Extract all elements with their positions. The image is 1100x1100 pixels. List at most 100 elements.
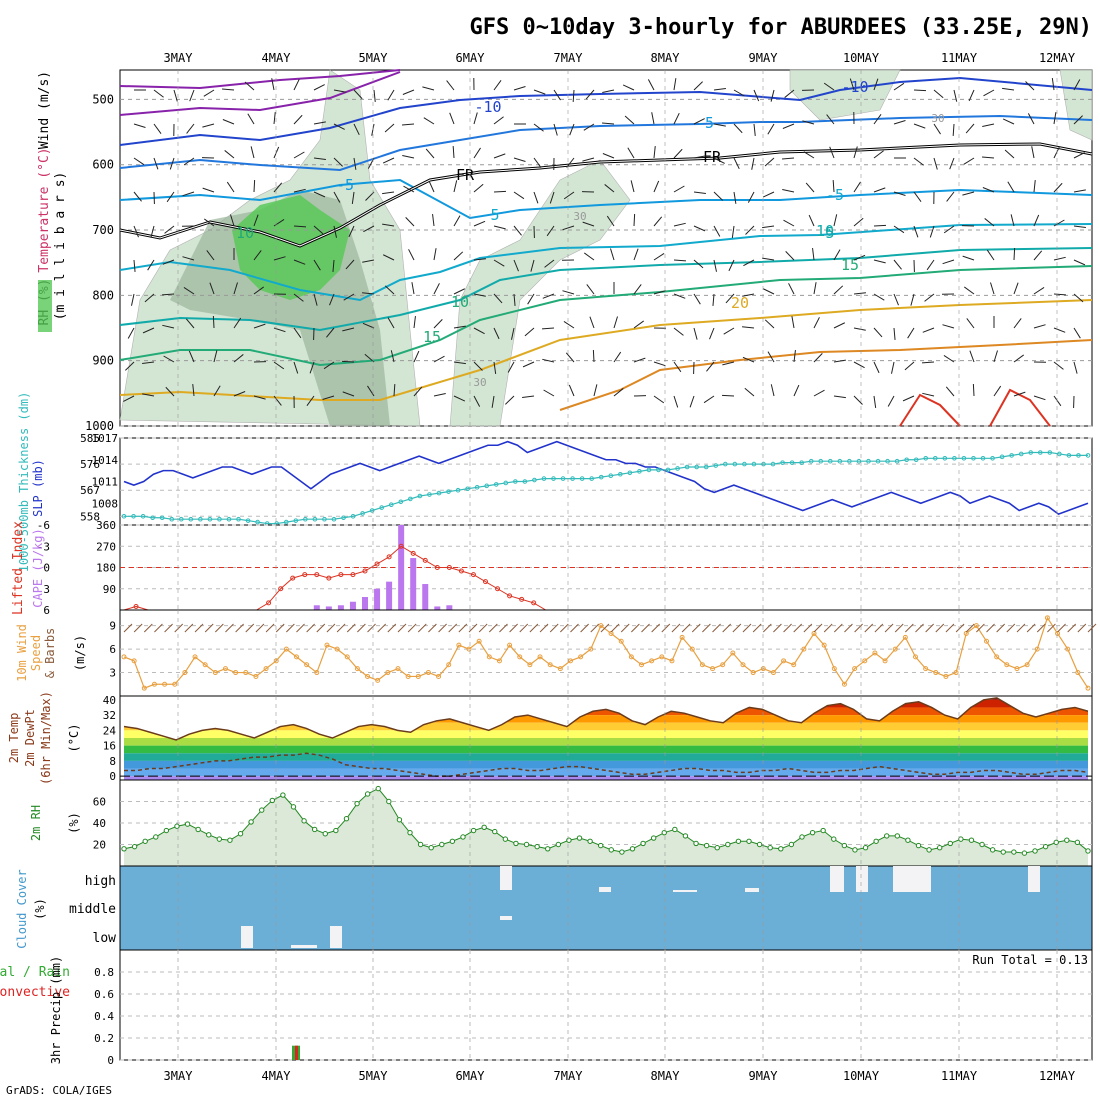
freezing-line-inner	[119, 143, 1093, 247]
wind-barb	[413, 316, 416, 329]
thickness-point	[178, 516, 184, 522]
wind-barb	[153, 157, 159, 170]
temp-band	[124, 738, 1088, 746]
thickness-point	[188, 516, 194, 522]
thickness-point	[159, 515, 165, 521]
wind-barb	[762, 191, 775, 198]
thickness-point	[847, 458, 852, 464]
wind-barb	[333, 123, 345, 130]
wind-barb	[706, 361, 715, 372]
wind-barb	[493, 259, 505, 267]
rh2m-tick: 20	[93, 839, 106, 852]
wind-barb	[1053, 361, 1064, 370]
wind-barb	[946, 191, 955, 202]
wind-barb	[253, 179, 256, 193]
wind-barb	[154, 623, 163, 633]
rh2m-point	[417, 841, 424, 848]
wind-barb	[844, 623, 853, 633]
wind-barb	[509, 623, 518, 633]
wind-barb	[343, 293, 355, 301]
rh2m-tick: 60	[93, 796, 106, 809]
wind-barb	[907, 327, 915, 339]
wind-barb	[873, 150, 884, 159]
rh2m-point	[608, 847, 614, 853]
wind-barb	[1073, 361, 1078, 374]
thickness-point	[427, 492, 432, 497]
wind-barb	[613, 351, 622, 363]
rh2m-point	[884, 833, 890, 839]
wind-barb	[590, 623, 600, 633]
wind-barb	[377, 623, 387, 633]
wind-point	[801, 646, 807, 652]
contour-label: 10	[816, 222, 834, 240]
wind-barb	[162, 324, 175, 329]
precip-units: 3hr Precip (mm)	[49, 956, 63, 1064]
wind-barb	[592, 349, 595, 363]
rh2m-point	[788, 841, 795, 848]
temp-band	[124, 715, 1088, 723]
wind-barb	[333, 89, 346, 93]
cape-bar	[374, 588, 381, 610]
wind-barb	[713, 123, 726, 127]
thickness-point	[283, 519, 289, 525]
rh2m-point	[1011, 849, 1017, 855]
li-point	[507, 593, 513, 599]
wind-barb	[513, 191, 525, 200]
wind-barb	[1053, 219, 1065, 227]
wind-barb	[405, 217, 415, 227]
wind-barb	[273, 146, 280, 159]
wind-point	[781, 658, 787, 664]
wind-barb	[326, 327, 335, 338]
wind-barb	[387, 89, 395, 101]
wind-barb	[224, 150, 235, 159]
wind-barb	[853, 254, 866, 261]
wind-barb	[583, 252, 595, 261]
wind-barb	[313, 259, 321, 271]
wind-barb	[853, 395, 863, 405]
wind-barb	[402, 89, 415, 95]
contour-label: FR	[703, 148, 722, 166]
wind-point	[425, 670, 431, 676]
rh2m-point	[195, 826, 201, 833]
thickness-point	[799, 460, 804, 465]
thickness-point	[856, 458, 862, 464]
li-point	[290, 575, 296, 581]
thickness-point	[417, 493, 423, 499]
wind-barb	[313, 157, 326, 160]
rh2m-point	[778, 846, 784, 852]
wind-point	[994, 654, 1000, 660]
wind-point	[334, 646, 340, 652]
temperature-contour	[119, 265, 1093, 367]
wind-point	[628, 654, 634, 660]
li-point	[422, 557, 428, 563]
wind-barb	[541, 327, 555, 330]
wind-barb	[653, 361, 666, 367]
thickness-point	[255, 519, 260, 525]
li-tick: 0	[43, 562, 50, 575]
thickness-tick: 585	[80, 432, 100, 445]
wind-barb	[1002, 118, 1015, 125]
bottom-day-label: 10MAY	[843, 1069, 880, 1083]
wind-point	[385, 670, 391, 676]
wind-barb	[742, 623, 752, 633]
wind-barb	[505, 395, 515, 405]
wind-barb	[742, 293, 755, 297]
wind-barb	[693, 191, 706, 194]
thickness-point	[1076, 453, 1081, 458]
thickness-point	[369, 508, 375, 513]
thickness-point	[713, 463, 719, 468]
temp-band	[124, 760, 1088, 769]
cape-tick: 270	[96, 540, 116, 553]
wind-barb	[549, 623, 559, 633]
precip-legend-total: Total / Rain	[0, 965, 70, 980]
wind-barb	[893, 191, 906, 196]
top-day-label: 5MAY	[359, 51, 389, 65]
wind-point	[1075, 670, 1081, 676]
wind-barb	[593, 384, 598, 397]
wind-barb	[142, 327, 155, 334]
wind-barb	[513, 225, 522, 236]
wind-barb	[732, 623, 742, 633]
wind-point	[882, 658, 888, 664]
wind-barb	[893, 327, 896, 340]
wind-barb	[733, 191, 737, 204]
